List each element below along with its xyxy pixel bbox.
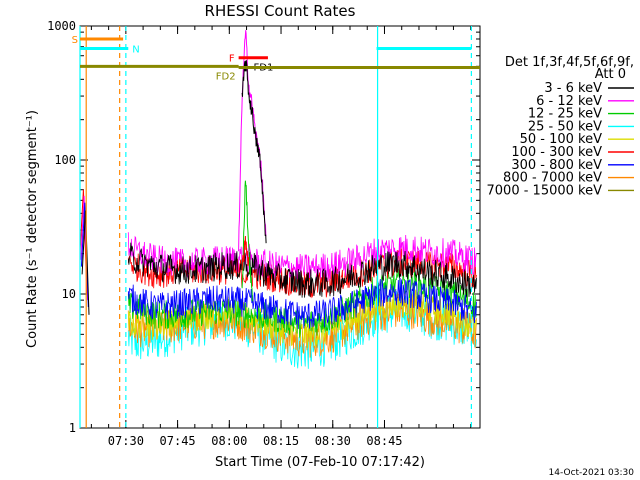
legend-entry-label: 100 - 300 keV [511, 145, 602, 160]
y-axis-label: Count Rate (s⁻¹ detector segment⁻¹) [25, 110, 40, 348]
legend-entry-label: 25 - 50 keV [528, 119, 602, 134]
chart-title: RHESSI Count Rates [205, 2, 356, 20]
legend-entry-label: 800 - 7000 keV [503, 171, 602, 186]
plot-frame [79, 25, 481, 429]
legend-entry-label: 50 - 100 keV [520, 132, 603, 147]
y-tick-label: 1 [69, 421, 76, 435]
legend: Det 1f,3f,4f,5f,6f,9f, Att 0 3 - 6 keV6 … [487, 55, 634, 198]
flare-peak-12-25keV [241, 180, 253, 302]
x-axis-label: Start Time (07-Feb-10 07:17:42) [215, 455, 425, 470]
flag-label-fd2: FD2 [216, 72, 236, 83]
x-tick-label: 08:30 [315, 434, 351, 448]
legend-header-attenuator: Att 0 [595, 67, 626, 82]
flag-label-f: F [229, 54, 235, 65]
legend-entry-label: 3 - 6 keV [544, 81, 602, 96]
y-tick-label: 1000 [47, 19, 76, 33]
x-tick-label: 08:45 [366, 434, 402, 448]
flare-peak-100-300keV [241, 235, 250, 271]
legend-entry-label: 7000 - 15000 keV [487, 183, 603, 198]
plot-area: 1 10 100 1000 07:30 07:45 08:00 08:15 08:30 08:45… [47, 19, 481, 448]
flag-label-n: N [132, 44, 139, 55]
legend-header-detectors: Det 1f,3f,4f,5f,6f,9f, [505, 55, 634, 70]
flare-peak-3-6keV [241, 60, 267, 244]
x-tick-label: 08:00 [211, 434, 247, 448]
legend-entry-label: 12 - 25 keV [528, 107, 602, 122]
footer-date: 14-Oct-2021 03:30 [549, 468, 635, 478]
flag-label-s: S [72, 35, 78, 46]
series-line-300-800keV [127, 277, 477, 329]
x-tick-label: 08:15 [263, 434, 299, 448]
y-tick-label: 100 [54, 153, 76, 167]
data-layer [80, 30, 477, 369]
series-line-6-12keV [127, 232, 477, 282]
early-data-line [81, 210, 90, 315]
x-tick-label: 07:30 [108, 434, 144, 448]
legend-entry-label: 6 - 12 keV [536, 94, 602, 109]
series-line-3-6keV [127, 242, 477, 298]
x-tick-label: 07:45 [160, 434, 196, 448]
y-tick-label: 10 [62, 287, 76, 301]
legend-entry-label: 300 - 800 keV [511, 158, 602, 173]
